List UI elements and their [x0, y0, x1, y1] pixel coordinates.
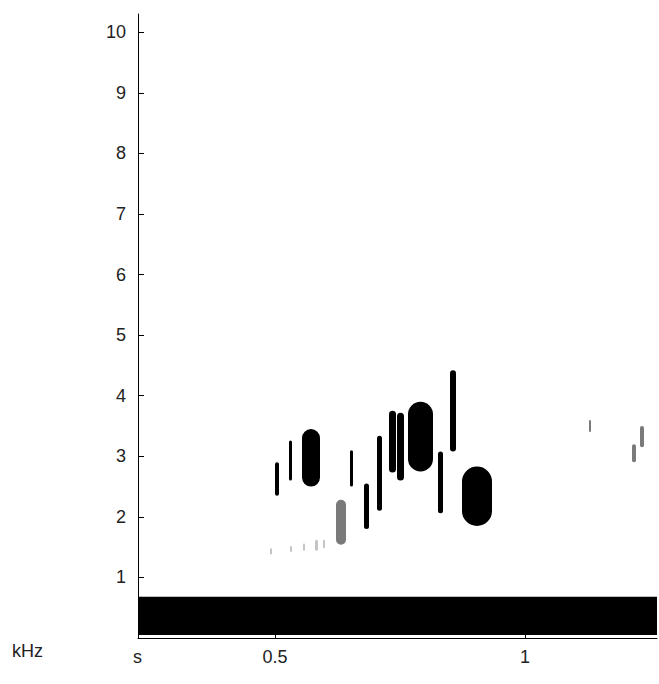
svg-text:kHz: kHz: [12, 641, 43, 661]
svg-text:2: 2: [116, 507, 126, 527]
svg-text:0.5: 0.5: [262, 647, 287, 667]
svg-text:4: 4: [116, 386, 126, 406]
svg-text:8: 8: [116, 143, 126, 163]
svg-text:s: s: [133, 647, 142, 667]
svg-text:9: 9: [116, 83, 126, 103]
svg-text:10: 10: [106, 22, 126, 42]
svg-text:5: 5: [116, 325, 126, 345]
svg-text:1: 1: [116, 567, 126, 587]
svg-text:6: 6: [116, 265, 126, 285]
svg-text:7: 7: [116, 204, 126, 224]
svg-text:3: 3: [116, 446, 126, 466]
svg-text:1: 1: [520, 647, 530, 667]
